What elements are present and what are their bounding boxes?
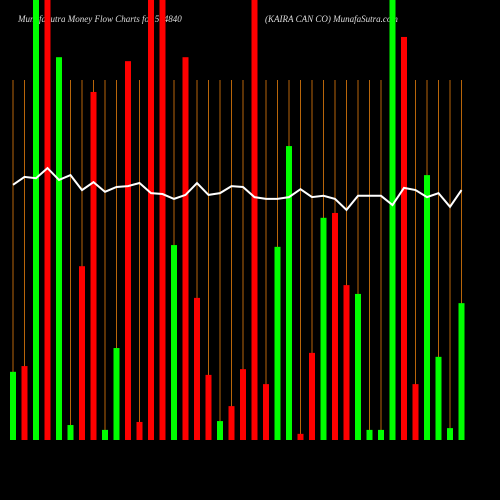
bar — [182, 57, 189, 440]
bar — [102, 429, 108, 440]
bar — [286, 146, 292, 440]
bar — [297, 433, 304, 440]
bar — [332, 212, 338, 440]
bar — [389, 0, 396, 440]
bar — [217, 421, 223, 440]
bar — [136, 421, 143, 440]
price-line — [12, 166, 463, 212]
bar — [148, 0, 154, 440]
bar — [171, 245, 177, 440]
bar — [355, 293, 361, 440]
bar — [412, 384, 419, 440]
bar — [251, 0, 258, 440]
bar — [44, 0, 51, 440]
bar — [320, 217, 327, 440]
bar — [205, 374, 212, 440]
bar — [79, 266, 85, 440]
chart-subtitle: (KAIRA CAN CO) MunafaSutra.com — [265, 14, 398, 24]
bar — [309, 352, 315, 440]
bar — [435, 356, 442, 440]
bar — [56, 57, 62, 440]
chart-title: MunafaSutra Money Flow Charts for 504840 — [17, 14, 182, 24]
bar — [401, 36, 407, 441]
bar — [458, 303, 465, 440]
bar — [21, 366, 28, 440]
bar — [447, 428, 453, 440]
bar — [33, 0, 39, 440]
bar — [90, 91, 97, 441]
bar — [228, 406, 235, 440]
bar — [366, 429, 373, 440]
bar — [194, 297, 200, 440]
bar — [424, 175, 430, 440]
bar — [67, 425, 74, 440]
bar — [378, 429, 384, 440]
bar — [113, 348, 120, 440]
bar — [10, 371, 16, 440]
bar — [263, 384, 269, 440]
bar — [240, 369, 246, 440]
bar — [274, 246, 281, 440]
bar — [125, 61, 131, 440]
bar — [159, 0, 166, 440]
bar — [343, 285, 350, 440]
